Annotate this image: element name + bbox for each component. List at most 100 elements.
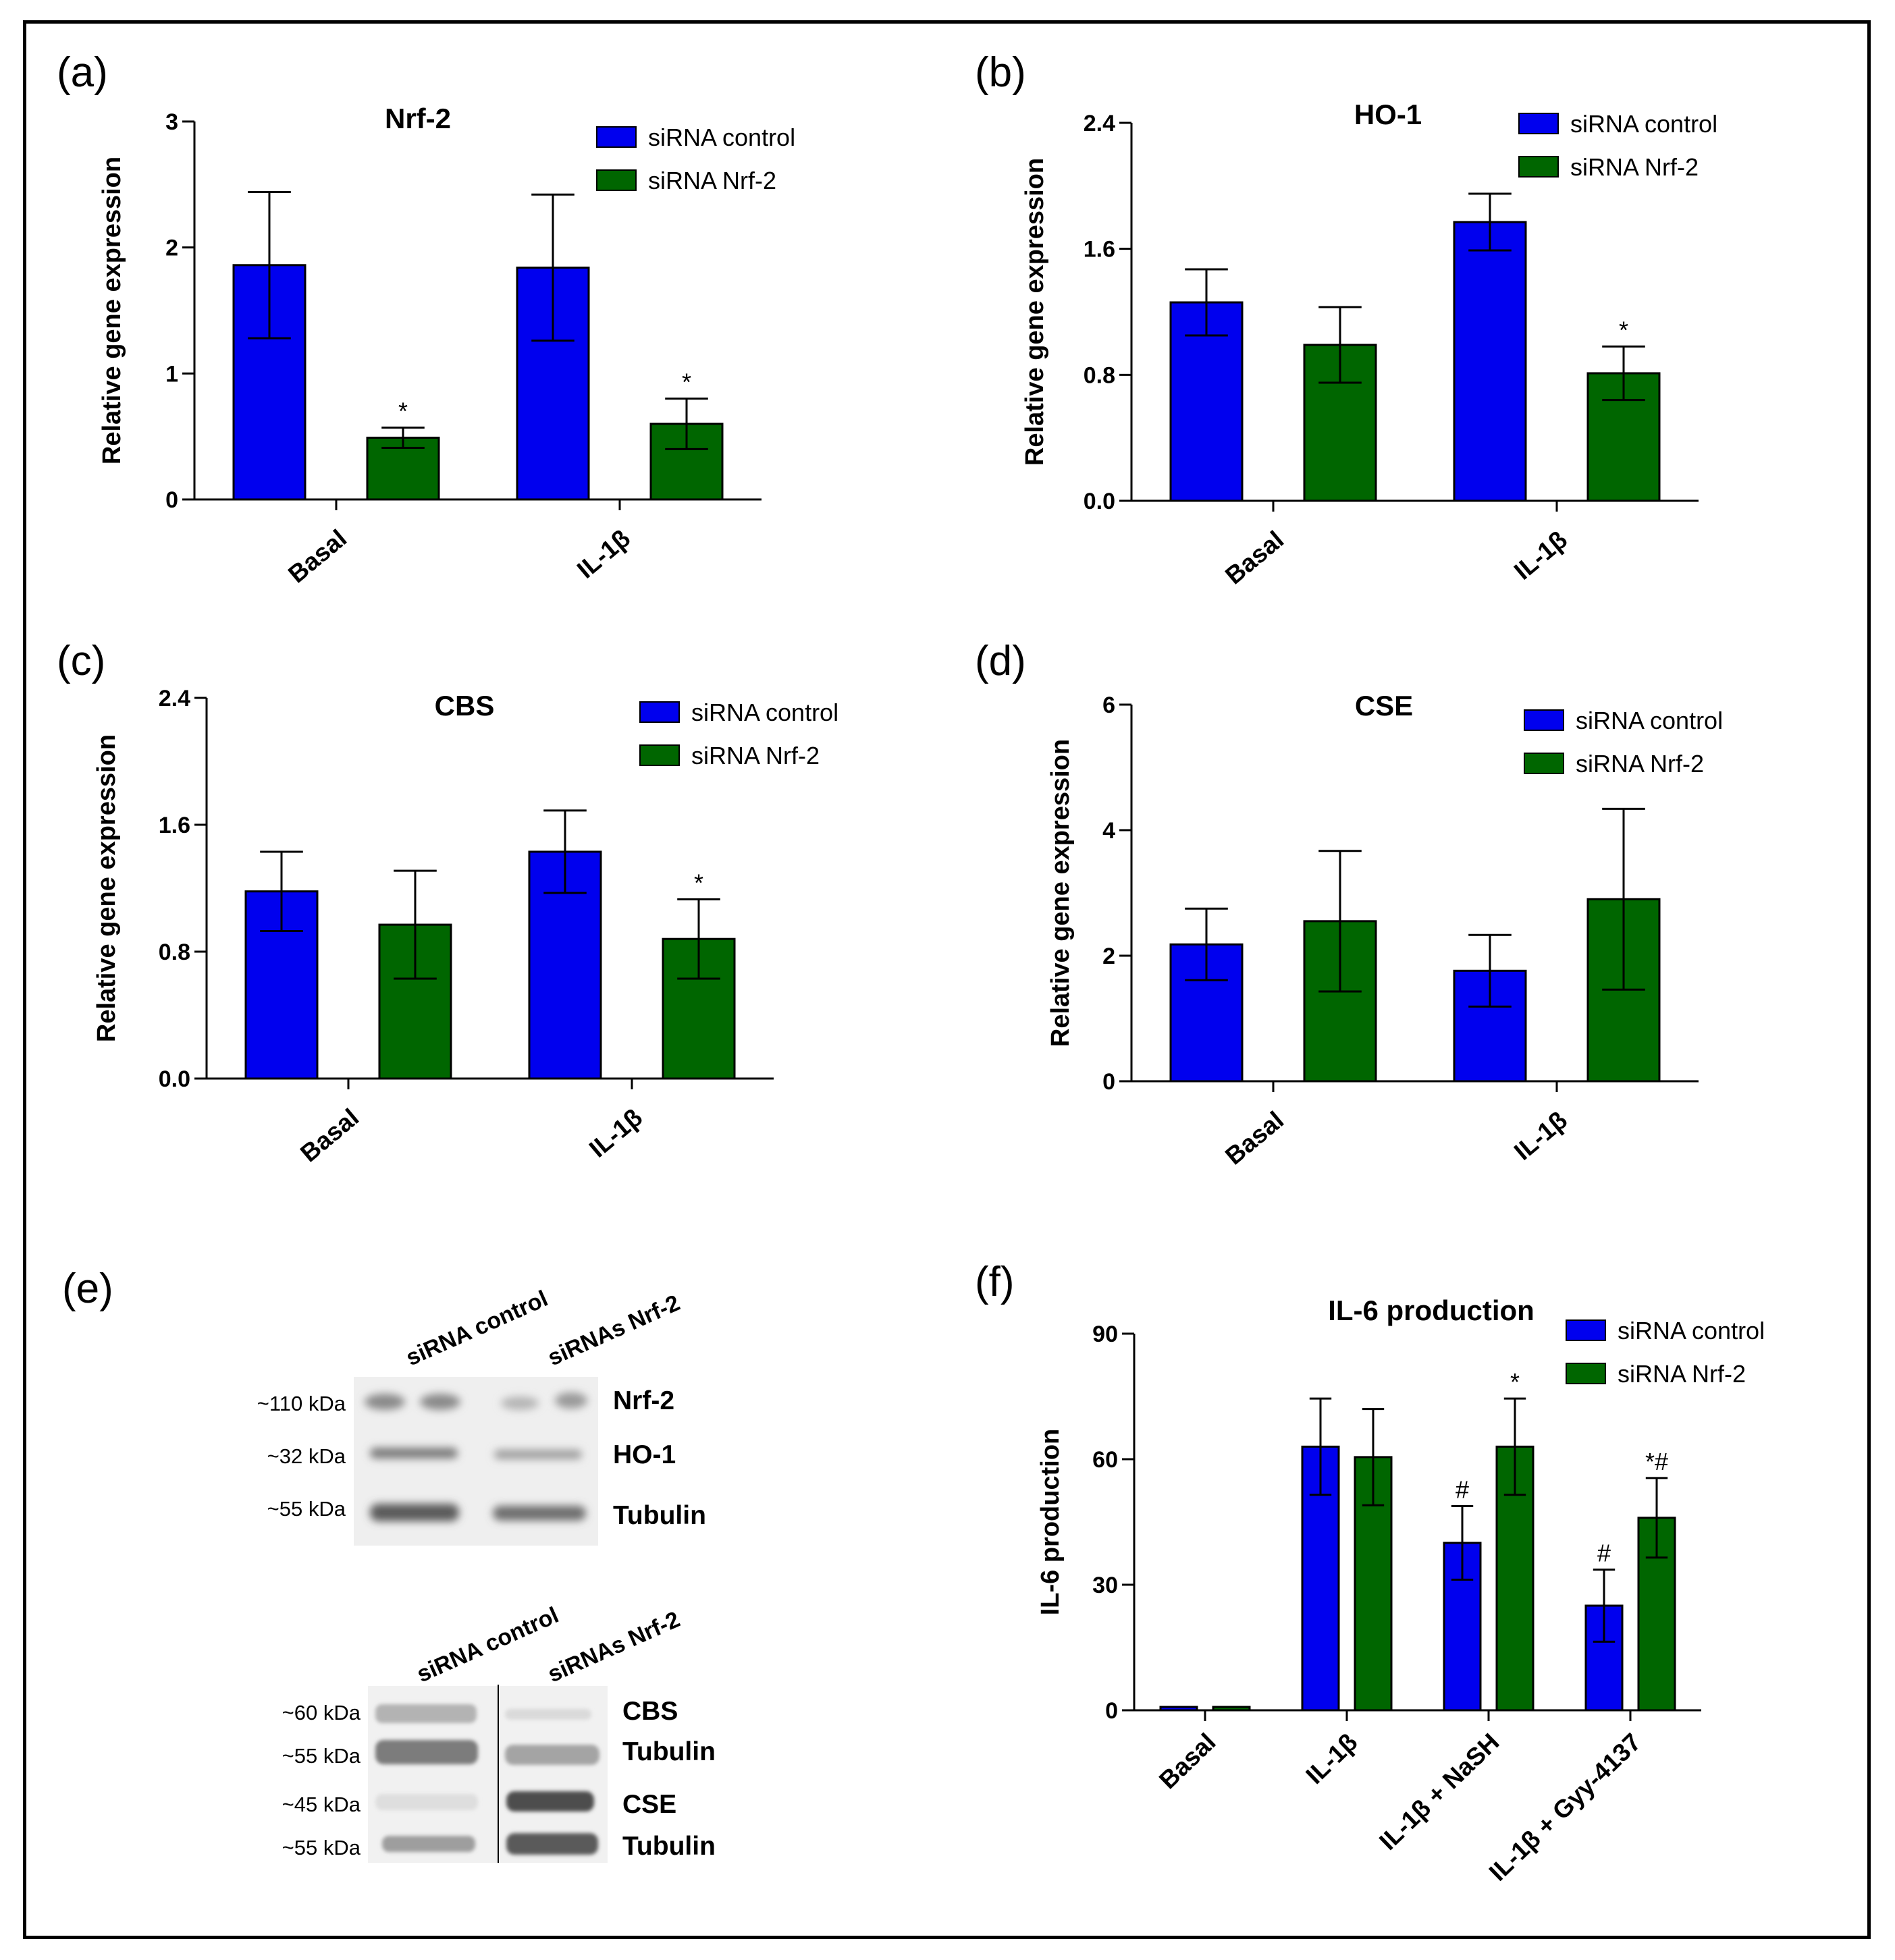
- legend-swatch: [1518, 156, 1559, 178]
- chart-title: CBS: [435, 690, 495, 722]
- x-category-label: IL-1β: [572, 524, 635, 584]
- chart-title: CSE: [1355, 690, 1413, 722]
- panel-label-d: (d): [975, 638, 1026, 684]
- band-tubulin2b-sinrf2: [506, 1833, 598, 1855]
- blot1-col-siRNAs-Nrf2: siRNAs Nrf-2: [544, 1290, 684, 1371]
- y-tick-label: 4: [1102, 818, 1115, 844]
- band-nrf2-sinrf2-1: [501, 1396, 539, 1410]
- chart-f: (f) IL-6 production IL-6 production 0 30 60 90…: [975, 1259, 1765, 1886]
- y-tick-label: 6: [1102, 692, 1115, 718]
- significance-marker: *#: [1645, 1448, 1668, 1475]
- band-cbs-sinrf2: [505, 1709, 591, 1720]
- blot2-kda-4: ~55 kDa: [282, 1836, 361, 1859]
- band-cse-sinrf2: [506, 1791, 594, 1812]
- blot2-kda-3: ~45 kDa: [282, 1793, 361, 1816]
- blot2-protein-3: CSE: [622, 1790, 676, 1819]
- y-tick-label: 1.6: [159, 813, 190, 838]
- x-category-label: IL-1β: [584, 1104, 647, 1163]
- y-tick-label: 90: [1092, 1322, 1118, 1347]
- legend-entry: siRNA Nrf-2: [1618, 1360, 1746, 1388]
- legend-swatch: [1518, 113, 1559, 134]
- blot1-col-siRNA-control: siRNA control: [402, 1286, 552, 1371]
- band-tubulin1-control: [370, 1504, 459, 1521]
- legend-swatch: [1524, 753, 1564, 774]
- significance-marker: *: [398, 398, 408, 425]
- y-tick-label: 60: [1092, 1447, 1118, 1473]
- blot2-protein-4: Tubulin: [622, 1832, 716, 1861]
- legend-entry: siRNA control: [1576, 707, 1723, 734]
- y-tick-label: 0.8: [159, 940, 190, 965]
- legend-swatch: [1566, 1363, 1606, 1384]
- band-ho1-sinrf2: [494, 1450, 582, 1459]
- chart-title: Nrf-2: [385, 103, 451, 134]
- legend-entry: siRNA control: [648, 124, 795, 151]
- legend-swatch: [639, 701, 680, 723]
- legend-swatch: [596, 169, 637, 191]
- blot2-col-siRNA-control: siRNA control: [413, 1602, 562, 1687]
- blot1-protein-3: Tubulin: [613, 1501, 706, 1530]
- figure-frame: [23, 20, 1871, 1939]
- panel-label-f: (f): [975, 1259, 1015, 1305]
- significance-marker: *: [1510, 1368, 1520, 1396]
- x-category-label: IL-1β: [1509, 1106, 1572, 1166]
- x-category-label: IL-1β + NaSH: [1374, 1728, 1504, 1855]
- chart-title: IL-6 production: [1328, 1295, 1534, 1326]
- y-tick-label: 1: [165, 361, 178, 387]
- blot1-kda-2: ~32 kDa: [267, 1444, 346, 1468]
- significance-marker: *: [682, 369, 691, 396]
- y-tick-label: 30: [1092, 1573, 1118, 1598]
- y-axis-label: Relative gene expression: [98, 157, 126, 464]
- legend-swatch: [1566, 1319, 1606, 1341]
- y-tick-label: 2: [165, 236, 178, 261]
- bar-siRNA-Nrf-2-0: [1212, 1706, 1251, 1712]
- band-nrf2-control-1: [365, 1394, 405, 1410]
- bar-siRNA-control-0: [1159, 1706, 1198, 1712]
- legend-swatch: [596, 126, 637, 148]
- x-category-label: Basal: [1154, 1728, 1221, 1794]
- western-blot-panel: (e) siRNA control siRNAs Nrf-2 ~110 kDa …: [62, 1265, 716, 1863]
- chart-d: (d) CSE Relative gene expression 0 2 4 6 Basal I…: [975, 638, 1723, 1170]
- y-tick-label: 3: [165, 109, 178, 135]
- blot2-kda-1: ~60 kDa: [282, 1701, 361, 1724]
- y-axis-label: Relative gene expression: [1046, 739, 1075, 1047]
- chart-title: HO-1: [1354, 99, 1422, 130]
- band-nrf2-control-2: [420, 1394, 460, 1410]
- y-tick-label: 2.4: [1084, 111, 1115, 136]
- blot1-protein-1: Nrf-2: [613, 1386, 674, 1415]
- legend-entry: siRNA Nrf-2: [648, 167, 776, 194]
- x-category-label: IL-1β + Gyy-4137: [1484, 1728, 1647, 1886]
- legend-entry: siRNA control: [1618, 1317, 1765, 1344]
- blot1-kda-1: ~110 kDa: [257, 1392, 346, 1415]
- legend-entry: siRNA control: [1570, 110, 1717, 138]
- y-tick-label: 2.4: [159, 686, 190, 711]
- y-tick-label: 2: [1102, 944, 1115, 969]
- y-tick-label: 0.0: [1084, 489, 1115, 514]
- significance-marker: #: [1597, 1540, 1611, 1567]
- y-tick-label: 0: [1102, 1069, 1115, 1095]
- chart-b: (b) HO-1 Relative gene expression 0.0 0.8 1.6…: [975, 49, 1717, 590]
- y-axis-label: IL-6 production: [1036, 1429, 1065, 1616]
- panel-label-e: (e): [62, 1265, 113, 1312]
- band-tubulin2a-control: [375, 1740, 478, 1764]
- blot2-protein-1: CBS: [622, 1697, 678, 1726]
- band-tubulin2b-control: [382, 1836, 475, 1852]
- legend-entry: siRNA Nrf-2: [1576, 750, 1704, 778]
- blot2-kda-2: ~55 kDa: [282, 1744, 361, 1768]
- y-axis-label: Relative gene expression: [92, 734, 121, 1042]
- y-tick-label: 0.0: [159, 1066, 190, 1092]
- legend-entry: siRNA Nrf-2: [1570, 153, 1699, 181]
- panel-label-a: (a): [57, 49, 108, 96]
- blot1-protein-2: HO-1: [613, 1440, 676, 1469]
- x-category-label: Basal: [1220, 526, 1289, 590]
- significance-marker: #: [1456, 1475, 1469, 1503]
- x-category-label: Basal: [1220, 1106, 1289, 1170]
- legend-entry: siRNA Nrf-2: [691, 742, 820, 769]
- blot1-kda-3: ~55 kDa: [267, 1497, 346, 1521]
- blot1-bands: [365, 1392, 587, 1521]
- bar-siRNA-control-1: [1453, 221, 1527, 502]
- band-tubulin2a-sinrf2: [505, 1745, 599, 1765]
- x-category-label: IL-1β: [1301, 1728, 1363, 1789]
- x-category-label: IL-1β: [1509, 526, 1572, 585]
- band-nrf2-sinrf2-2: [555, 1392, 587, 1409]
